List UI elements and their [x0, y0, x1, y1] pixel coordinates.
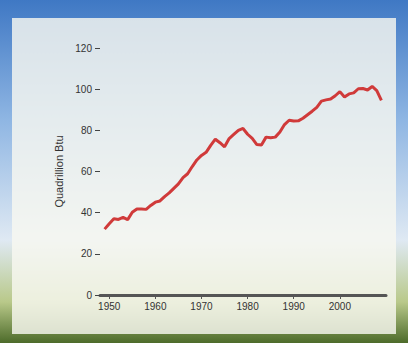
svg-text:20: 20	[81, 248, 93, 259]
svg-text:2000: 2000	[329, 301, 352, 312]
svg-text:1960: 1960	[144, 301, 167, 312]
svg-text:100: 100	[75, 84, 92, 95]
svg-text:1990: 1990	[283, 301, 306, 312]
svg-text:120: 120	[75, 43, 92, 54]
svg-text:80: 80	[81, 125, 93, 136]
svg-text:0: 0	[86, 290, 92, 301]
svg-text:1980: 1980	[236, 301, 259, 312]
svg-text:1950: 1950	[98, 301, 121, 312]
svg-text:60: 60	[81, 166, 93, 177]
svg-text:Quadrillion Btu: Quadrillion Btu	[53, 135, 65, 207]
svg-text:1970: 1970	[190, 301, 213, 312]
svg-text:40: 40	[81, 207, 93, 218]
